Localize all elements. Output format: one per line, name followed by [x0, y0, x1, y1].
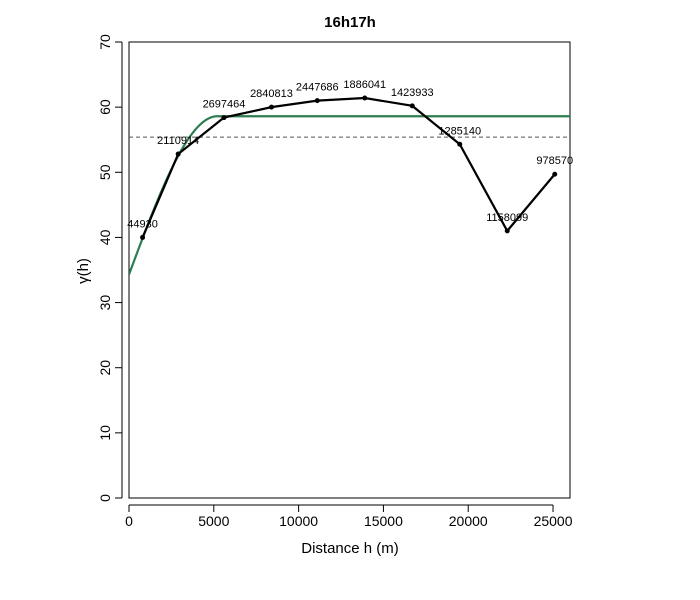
y-axis: 0 10 20 30 40 50 60 70	[97, 34, 123, 502]
point-count-label: 44930	[127, 218, 158, 230]
data-point	[457, 141, 463, 147]
point-count-label: 1158099	[486, 212, 528, 224]
y-tick-label: 0	[97, 494, 113, 502]
data-point	[552, 171, 558, 177]
point-count-label: 2110914	[157, 135, 199, 147]
x-tick-label: 25000	[534, 513, 573, 529]
y-tick-label: 30	[97, 295, 113, 311]
y-tick-label: 60	[97, 99, 113, 115]
y-tick-label: 20	[97, 360, 113, 376]
point-count-label: 978570	[536, 155, 573, 167]
x-tick-label: 5000	[198, 513, 229, 529]
empirical-variogram-line	[141, 96, 556, 238]
fitted-model-line	[129, 115, 570, 275]
data-point	[314, 98, 320, 104]
x-axis-title: Distance h (m)	[301, 540, 399, 557]
data-point	[221, 115, 227, 121]
point-count-label: 2840813	[250, 88, 293, 100]
point-count-label: 2697464	[203, 99, 246, 111]
point-count-label: 1285140	[438, 125, 481, 137]
y-tick-label: 10	[97, 425, 113, 441]
y-tick-label: 70	[97, 34, 113, 50]
x-tick-label: 20000	[449, 513, 488, 529]
x-axis: 0 5000 10000 15000 20000 25000	[125, 504, 573, 529]
x-tick-label: 15000	[364, 513, 403, 529]
data-point	[362, 95, 368, 101]
y-axis-title: γ(h)	[75, 258, 92, 284]
y-tick-label: 50	[97, 164, 113, 180]
x-tick-label: 10000	[279, 513, 318, 529]
chart-title: 16h17h	[324, 14, 376, 31]
data-point	[504, 228, 510, 234]
point-count-label: 1886041	[343, 79, 386, 91]
data-point	[268, 104, 274, 110]
data-point	[140, 234, 146, 240]
point-count-label: 1423933	[391, 87, 434, 99]
y-tick-label: 40	[97, 229, 113, 245]
x-tick-label: 0	[125, 513, 133, 529]
data-point	[175, 151, 181, 157]
data-point	[409, 103, 415, 109]
plot-border	[128, 41, 571, 499]
point-count-label: 2447686	[296, 82, 339, 94]
